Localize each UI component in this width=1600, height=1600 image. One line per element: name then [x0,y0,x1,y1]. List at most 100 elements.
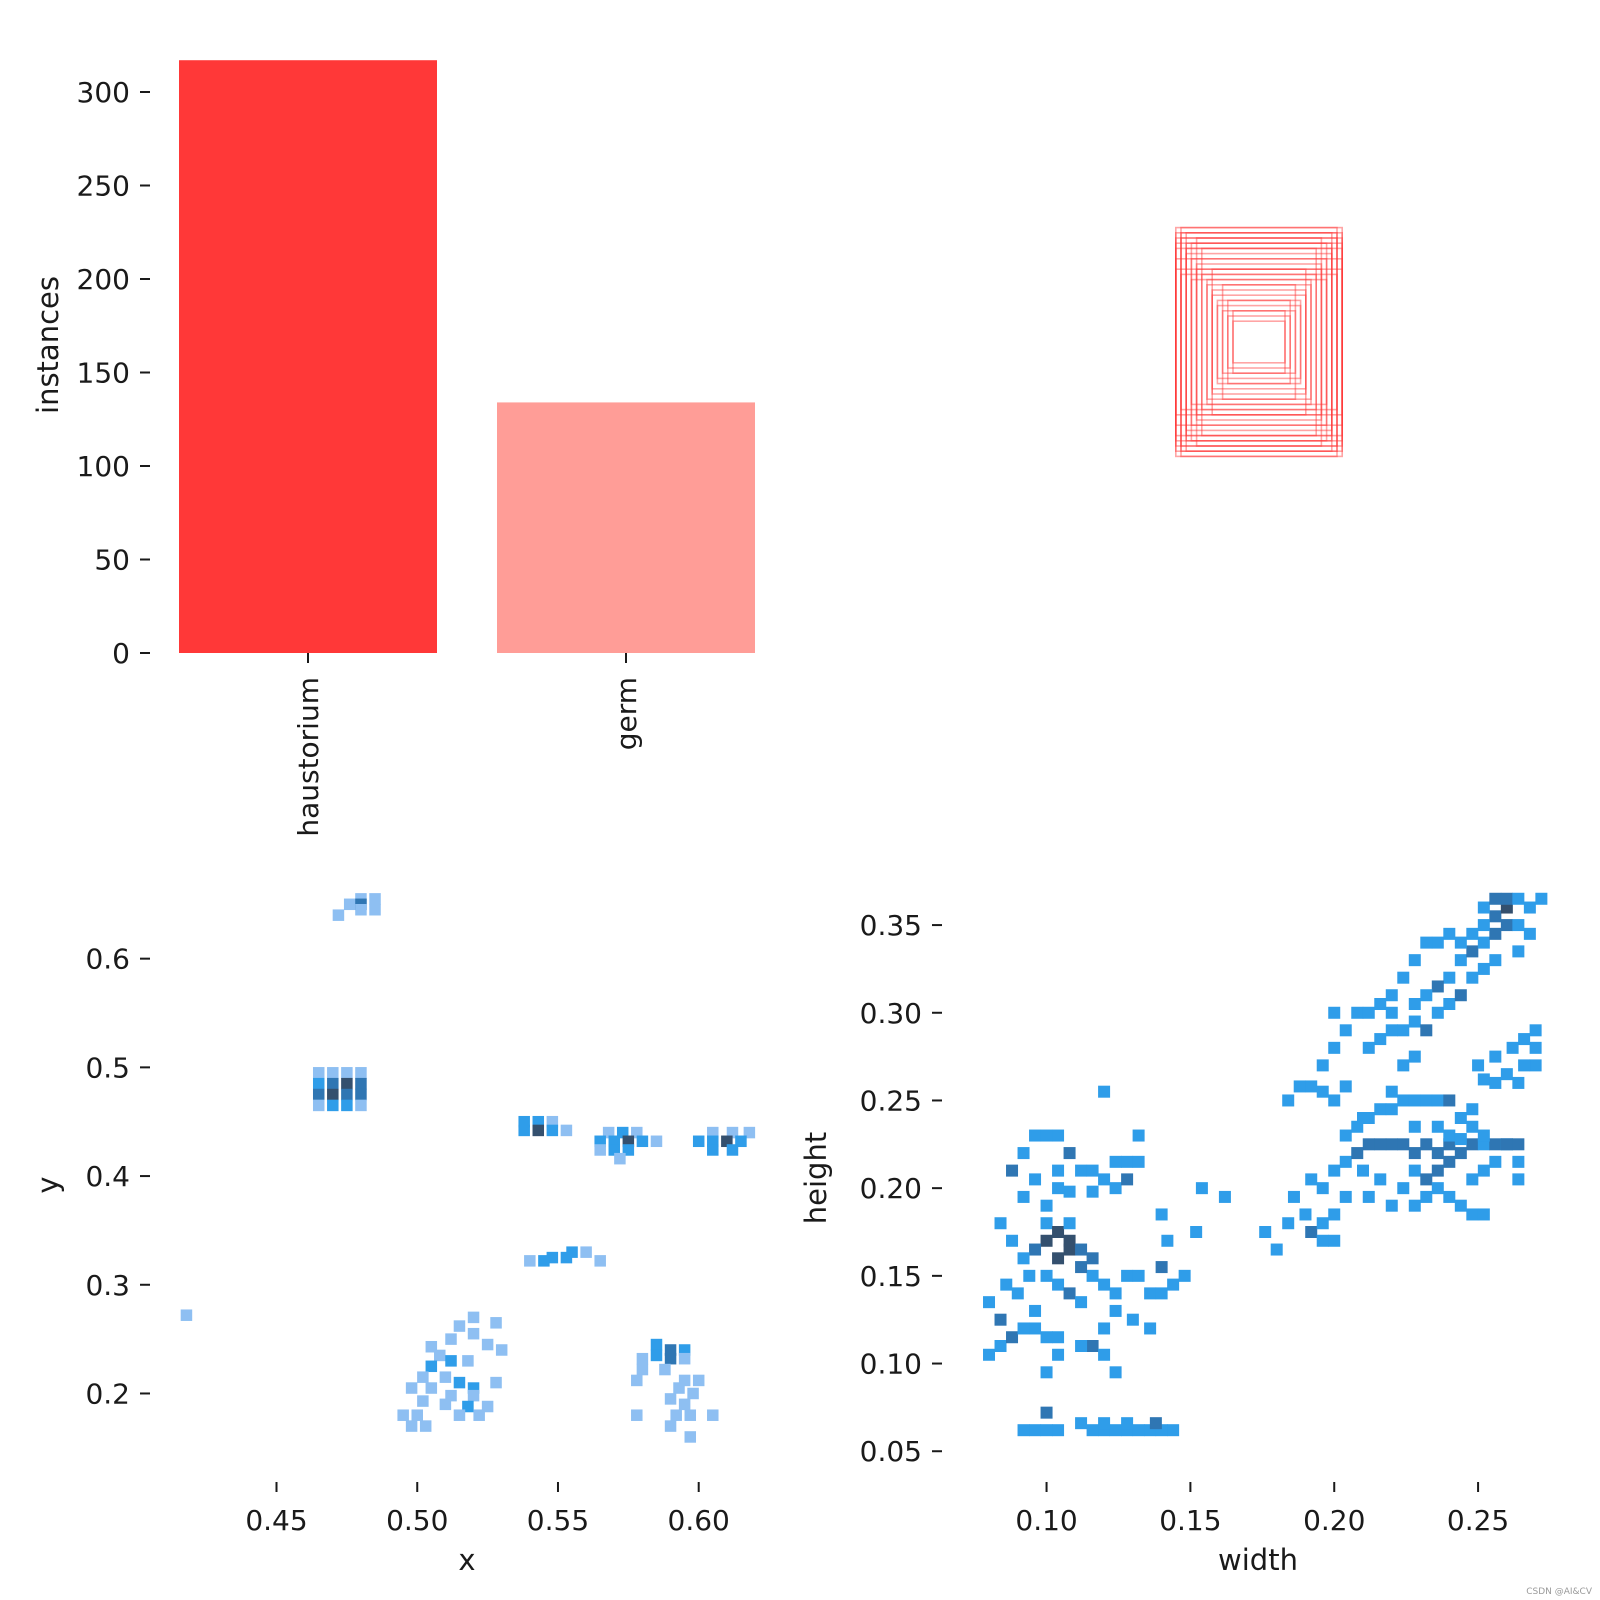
heat-cell [594,1135,606,1148]
heat-cell [312,1077,325,1090]
bar-germ [497,402,755,653]
heat-cell [1512,1173,1525,1186]
heat-cell [467,1327,480,1340]
heat-cell [355,1088,367,1101]
heat-cell [1144,1287,1157,1300]
box-outline [1175,226,1344,458]
heat-cell [1063,1287,1076,1300]
heat-cell [983,1348,996,1361]
heat-cell [1408,998,1421,1010]
heat-cell [614,1152,626,1165]
heat-cell [453,1409,466,1421]
heat-cell [1477,919,1490,932]
watermark-credit: CSDN @AI&CV [1526,1587,1592,1597]
heat-cell [532,1124,545,1137]
heat-cell [425,1360,438,1373]
heat-cell [419,1420,432,1432]
heat-cell [1029,1424,1042,1437]
heat-cell [659,1363,671,1376]
heat-cell [1489,1050,1502,1063]
heat-cell [1075,1243,1088,1256]
heat-cell [341,1099,353,1112]
heat-cell [1443,1129,1456,1142]
heat-cell [1017,1190,1030,1203]
heat-cell [1466,1120,1479,1133]
x-tick-label: 0.55 [527,1504,589,1537]
x-axis-label: width [1218,1543,1298,1577]
heat-cell [1385,1024,1398,1037]
box-outline [1232,320,1286,364]
heat-cell [1316,1059,1329,1072]
heat-cell [467,1382,480,1394]
heat-cell [631,1374,643,1387]
box-outline [1175,232,1344,452]
y-axis-label: instances [31,276,65,414]
heat-cell [1126,1313,1139,1326]
heat-cell [1408,1199,1421,1212]
heat-cell [312,1067,325,1079]
heat-cell [1040,1406,1053,1419]
heat-cell [726,1126,739,1139]
heat-cell [1454,1112,1467,1124]
heat-cell [1339,1155,1352,1168]
heat-cell [1328,1234,1341,1247]
heat-cell [1155,1208,1168,1221]
heat-cell [453,1320,466,1332]
heat-cell [1489,910,1502,923]
heat-cell [1075,1296,1088,1309]
xy-heatmap: 0.45 0.50 0.55 0.60 0.2 0.3 0.4 0.5 0.6 x y [31,893,756,1577]
heat-cell [1408,1164,1421,1177]
heat-cell [664,1420,677,1432]
heat-cell [518,1124,530,1137]
heat-cell [1328,1208,1341,1221]
heat-cell [1052,1129,1065,1142]
heat-cell [1454,1199,1467,1212]
heat-cell [434,1349,446,1362]
heat-cell [445,1355,457,1367]
heat-cell [1500,919,1513,932]
heat-cell [1109,1304,1122,1317]
heat-cell [1454,1147,1467,1160]
heat-cell [1339,1080,1352,1093]
heat-cell [1443,998,1456,1010]
heat-cell [602,1126,615,1139]
box-outline [1185,242,1333,442]
heat-cell [1075,1261,1088,1274]
heat-cell [1466,1138,1479,1151]
heat-cell [1052,1424,1065,1437]
heat-cell [1195,1182,1208,1195]
heat-cell [1052,1182,1065,1195]
heat-cell [1477,936,1490,949]
heat-cell [411,1409,423,1421]
heat-cell [684,1431,697,1443]
heat-cell [1040,1199,1053,1212]
heat-cell [1040,1269,1053,1282]
bar-haustorium [179,60,437,653]
heat-cell [1006,1331,1019,1344]
heat-cell [1052,1226,1065,1238]
heat-cell [1155,1261,1168,1274]
heat-cell [1385,1138,1398,1151]
heat-cell [1489,1155,1502,1168]
heat-cell [1357,1164,1370,1177]
heat-cell [1408,1120,1421,1133]
heat-cell [355,903,367,916]
heat-cell [608,1144,621,1156]
heat-cell [1523,927,1536,940]
box-outline [1227,315,1292,369]
y-tick-label: 0.25 [860,1084,922,1117]
heat-cell [1328,1164,1341,1177]
box-outline [1221,283,1297,400]
heat-cell [1098,1173,1111,1186]
heat-cell [650,1135,663,1148]
heat-cell [1040,1234,1053,1247]
heat-cell [1063,1147,1076,1160]
heat-cell [1098,1278,1111,1291]
heat-cell [1287,1190,1300,1203]
heat-cell [1063,1217,1076,1230]
box-outline [1180,232,1338,452]
heat-cell [1339,1024,1352,1037]
box-outline [1185,232,1333,452]
heat-cell [1316,1085,1329,1098]
heat-cell [1167,1278,1180,1291]
